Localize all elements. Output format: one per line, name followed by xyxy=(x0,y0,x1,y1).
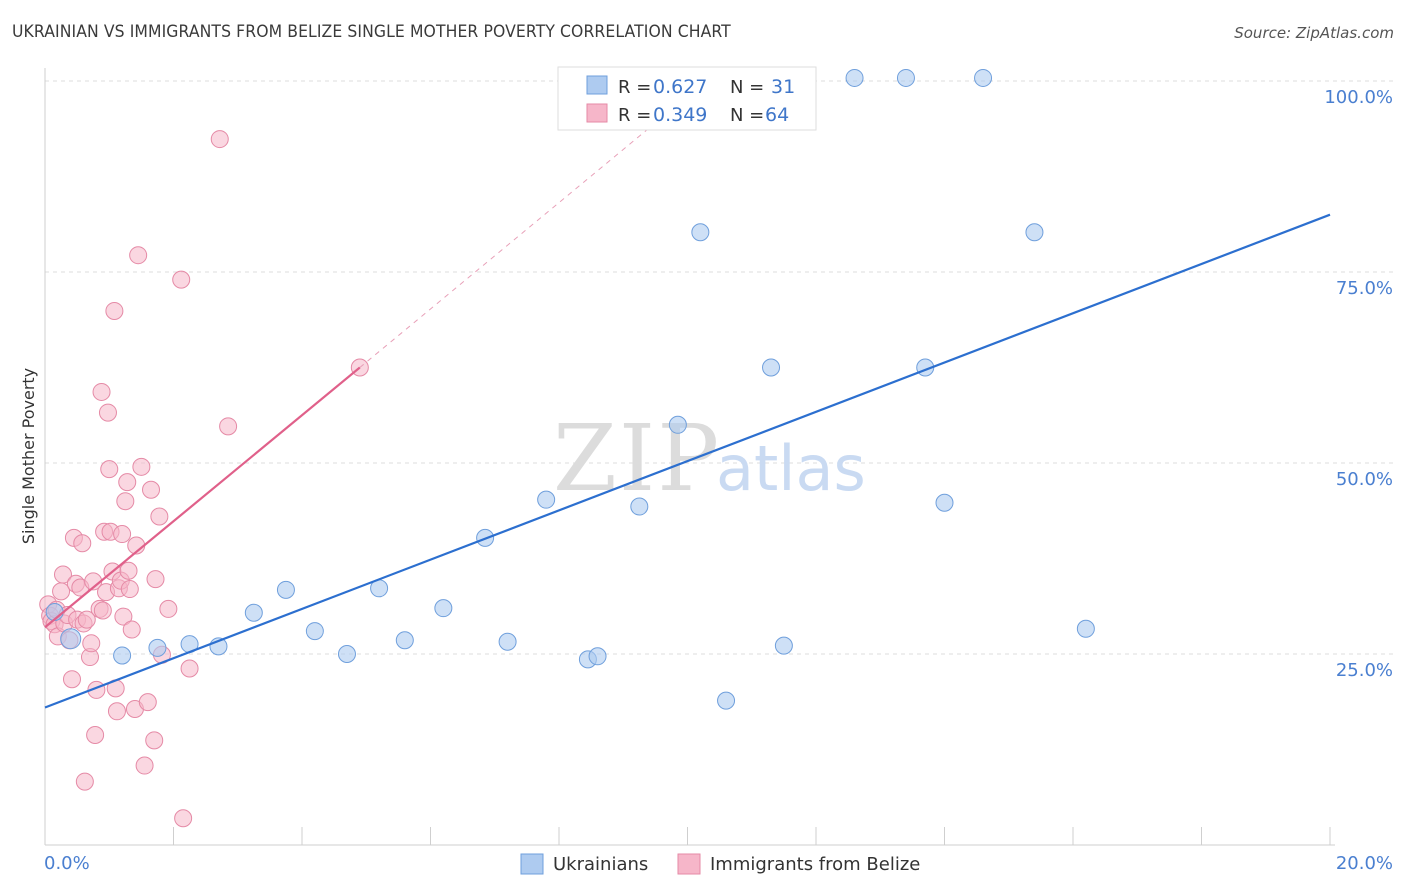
ukrainian-point-23 xyxy=(774,636,793,655)
legend-r-value-1: 0.627 xyxy=(653,76,707,98)
ukrainian-point-15 xyxy=(537,490,556,509)
source-label: Source: ZipAtlas.com xyxy=(1234,24,1394,42)
belize-point-26 xyxy=(92,382,111,401)
belize-point-60 xyxy=(180,659,199,678)
ukrainian-point-11 xyxy=(395,631,414,650)
belize-point-31 xyxy=(100,460,119,479)
ukrainian-point-24 xyxy=(845,68,864,87)
legend-swatch-blue xyxy=(586,75,608,95)
ukrainian-point-28 xyxy=(974,68,993,87)
ukrainian-point-30 xyxy=(1076,619,1095,638)
belize-point-45 xyxy=(122,620,141,639)
ukrainian-point-17 xyxy=(588,647,607,666)
belize-point-40 xyxy=(114,607,133,626)
ukrainian-point-22 xyxy=(762,358,781,377)
belize-point-48 xyxy=(129,246,148,265)
belize-point-42 xyxy=(118,473,137,492)
belize-point-62 xyxy=(219,417,238,436)
y-tick-label-25: 25.0% xyxy=(1336,660,1393,681)
belize-point-18 xyxy=(75,772,94,791)
belize-point-39 xyxy=(113,525,132,544)
belize-point-19 xyxy=(77,610,96,629)
legend-ukrainians-swatch xyxy=(520,853,544,875)
legend-r-label-1: R = xyxy=(618,77,651,98)
legend-n-value-2: 64 xyxy=(765,104,789,126)
belize-point-36 xyxy=(107,702,126,721)
y-axis-title: Single Mother Poverty xyxy=(19,368,38,544)
ukrainian-point-29 xyxy=(1025,223,1044,242)
legend-swatch-pink xyxy=(586,103,608,123)
chart-title: UKRAINIAN VS IMMIGRANTS FROM BELIZE SING… xyxy=(12,22,731,42)
ukrainian-point-25 xyxy=(896,68,915,87)
ukrainian-point-8 xyxy=(305,622,324,641)
belize-point-7 xyxy=(53,565,72,584)
ukrainian-point-2 xyxy=(113,646,132,665)
belize-point-50 xyxy=(135,756,154,775)
legend-n-value-1: 31 xyxy=(771,76,795,98)
trend-lines xyxy=(44,95,1331,709)
legend-belize-swatch xyxy=(677,853,701,875)
belize-point-59 xyxy=(174,809,193,828)
series-legend: Ukrainians Immigrants from Belize xyxy=(520,853,920,875)
ukrainian-trend-line xyxy=(44,213,1331,709)
ukrainian-point-12 xyxy=(434,599,453,618)
belize-point-41 xyxy=(116,492,135,511)
belize-point-53 xyxy=(145,731,164,750)
x-tick-label-max: 20.0% xyxy=(1336,853,1393,874)
legend-r-label-2: R = xyxy=(618,105,651,126)
ukrainian-point-21 xyxy=(717,691,736,710)
belize-trend-extension xyxy=(359,95,688,368)
ukrainian-point-14 xyxy=(498,632,517,651)
ukrainian-points xyxy=(45,68,1095,710)
legend-r-value-2: 0.349 xyxy=(653,104,707,126)
belize-point-61 xyxy=(210,130,229,149)
legend-n-label-2: N = xyxy=(730,105,764,126)
grid xyxy=(45,80,1395,655)
belize-point-43 xyxy=(119,561,138,580)
belize-point-23 xyxy=(86,725,105,744)
ukrainian-point-19 xyxy=(668,415,687,434)
legend-belize-label: Immigrants from Belize xyxy=(710,854,920,875)
belize-point-52 xyxy=(142,480,161,499)
ukrainian-point-3 xyxy=(148,638,167,657)
y-tick-label-75: 75.0% xyxy=(1336,278,1393,299)
belize-point-11 xyxy=(62,670,81,689)
ukrainian-point-20 xyxy=(691,223,710,242)
ukrainian-point-7 xyxy=(276,580,295,599)
y-tick-label-50: 50.0% xyxy=(1336,469,1393,490)
belize-point-30 xyxy=(98,403,117,422)
legend-n-label-1: N = xyxy=(730,77,764,98)
ukrainian-point-1 xyxy=(60,628,82,650)
belize-point-57 xyxy=(159,599,178,618)
belize-point-55 xyxy=(150,507,169,526)
belize-point-21 xyxy=(82,634,101,653)
belize-point-34 xyxy=(105,301,124,320)
ukrainian-point-6 xyxy=(244,603,263,622)
belize-point-44 xyxy=(120,580,139,599)
ukrainian-point-27 xyxy=(935,493,954,512)
ukrainian-point-18 xyxy=(630,497,649,516)
y-tick-label-100: 100.0% xyxy=(1324,87,1393,108)
ukrainian-point-9 xyxy=(337,645,356,663)
watermark-atlas: atlas xyxy=(716,432,866,505)
belize-point-16 xyxy=(73,534,92,553)
belize-point-49 xyxy=(132,457,151,476)
belize-point-51 xyxy=(138,693,157,712)
belize-point-54 xyxy=(146,570,165,589)
belize-point-58 xyxy=(172,270,191,289)
belize-point-27 xyxy=(93,601,112,620)
legend-ukrainians-label: Ukrainians xyxy=(553,854,648,875)
correlation-legend: R = 0.627 N = 31 R = 0.349 N = 64 xyxy=(557,66,817,131)
belize-points xyxy=(39,130,369,828)
x-tick-label-min: 0.0% xyxy=(44,853,90,874)
x-ticks xyxy=(44,827,1331,845)
belize-trend-line xyxy=(44,366,361,629)
